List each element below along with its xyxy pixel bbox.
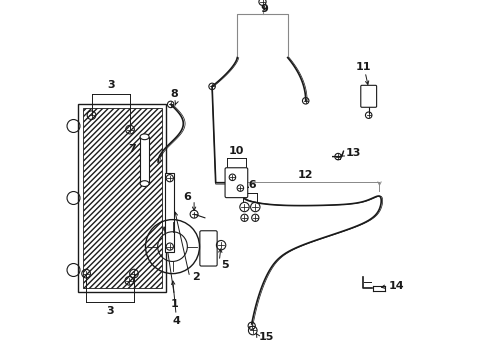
Ellipse shape [140, 181, 149, 186]
Text: 13: 13 [345, 148, 360, 158]
FancyBboxPatch shape [200, 231, 217, 266]
Text: 16: 16 [242, 180, 257, 190]
Text: 4: 4 [172, 316, 180, 327]
Text: 10: 10 [228, 146, 244, 156]
Text: 6: 6 [183, 192, 191, 202]
Text: 8: 8 [170, 89, 178, 99]
Text: 2: 2 [192, 272, 200, 282]
Bar [165, 173, 174, 252]
FancyBboxPatch shape [360, 85, 376, 107]
Text: 1: 1 [170, 299, 178, 309]
Text: 3: 3 [106, 306, 114, 316]
Ellipse shape [140, 134, 149, 140]
Text: 15: 15 [258, 332, 274, 342]
Text: 9: 9 [260, 4, 268, 14]
Text: 11: 11 [355, 62, 370, 72]
Bar [78, 104, 166, 292]
Bar [140, 137, 149, 184]
Text: 14: 14 [387, 281, 403, 291]
Text: 12: 12 [297, 170, 313, 180]
FancyBboxPatch shape [224, 168, 247, 198]
Bar [82, 108, 162, 288]
Text: 5: 5 [221, 260, 228, 270]
Text: 7: 7 [128, 144, 136, 154]
Text: 3: 3 [107, 80, 114, 90]
